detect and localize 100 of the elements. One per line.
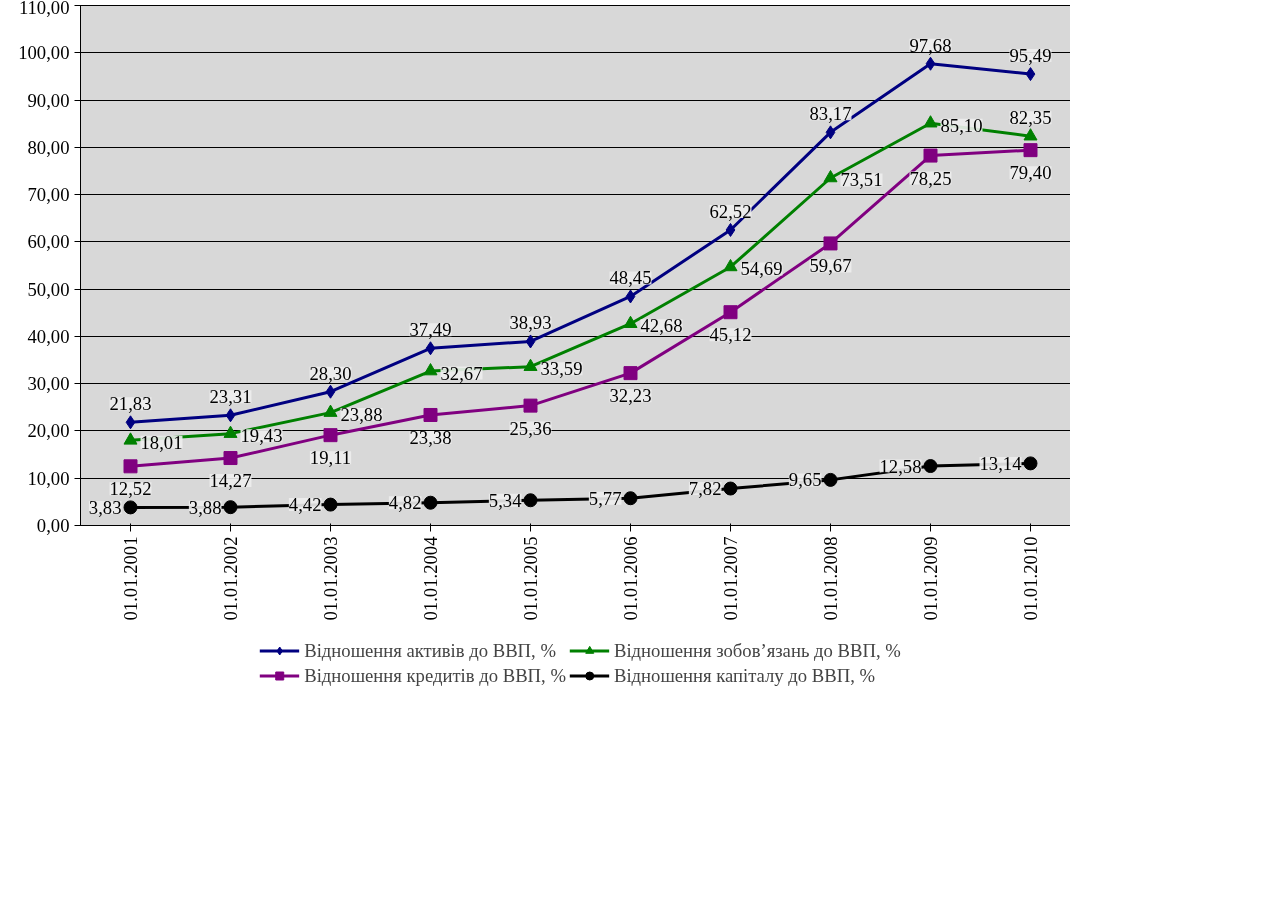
point xyxy=(423,495,438,510)
data-label: 23,31 xyxy=(209,386,252,408)
y-tick-label: 60,00 xyxy=(27,231,70,253)
data-label: 9,65 xyxy=(788,469,822,491)
data-label: 85,10 xyxy=(940,114,983,136)
point xyxy=(123,459,138,474)
y-tick-label: 90,00 xyxy=(27,89,70,111)
point xyxy=(1023,128,1038,141)
point xyxy=(923,115,938,128)
point xyxy=(923,459,938,474)
data-label: 19,11 xyxy=(309,447,352,469)
y-tick-label: 10,00 xyxy=(27,467,70,489)
x-tick-label: 01.01.2006 xyxy=(620,536,641,621)
y-tick-label: 40,00 xyxy=(27,325,70,347)
point xyxy=(823,236,838,251)
data-label: 38,93 xyxy=(509,312,552,334)
data-label: 4,82 xyxy=(388,492,422,514)
x-tick-label: 01.01.2003 xyxy=(320,536,341,621)
point xyxy=(1023,143,1038,158)
data-label: 73,51 xyxy=(840,169,883,191)
data-label: 32,23 xyxy=(609,385,652,407)
data-label: 18,01 xyxy=(140,431,183,453)
data-label: 3,88 xyxy=(188,496,222,518)
data-label: 5,77 xyxy=(588,487,622,509)
data-label: 62,52 xyxy=(709,200,752,222)
point xyxy=(223,425,238,438)
y-tick-label: 20,00 xyxy=(27,420,70,442)
x-tick-label: 01.01.2002 xyxy=(220,536,241,621)
point xyxy=(825,125,836,140)
y-tick-label: 30,00 xyxy=(27,373,70,395)
point xyxy=(225,408,236,423)
data-label: 13,14 xyxy=(979,452,1023,474)
data-label: 37,49 xyxy=(409,319,452,341)
data-label: 79,40 xyxy=(1009,162,1052,184)
data-label: 25,36 xyxy=(509,417,552,439)
x-tick-label: 01.01.2007 xyxy=(720,536,741,621)
point xyxy=(425,341,436,356)
x-tick-label: 01.01.2005 xyxy=(520,536,541,621)
data-label: 4,42 xyxy=(288,494,322,516)
y-tick-label: 80,00 xyxy=(27,136,70,158)
data-label: 82,35 xyxy=(1009,107,1052,129)
data-label: 78,25 xyxy=(909,167,952,189)
data-label: 83,17 xyxy=(809,103,852,125)
x-tick-label: 01.01.2004 xyxy=(420,535,441,621)
point xyxy=(223,500,238,515)
data-label: 32,67 xyxy=(440,362,483,384)
point xyxy=(323,497,338,512)
point xyxy=(523,358,538,371)
y-tick-label: 110,00 xyxy=(18,0,70,18)
point xyxy=(323,428,338,443)
data-label: 95,49 xyxy=(1009,45,1052,67)
point xyxy=(623,366,638,381)
legend-label: Відношення кредитів до ВВП, % xyxy=(304,664,566,687)
data-label: 5,34 xyxy=(488,489,523,511)
x-tick-label: 01.01.2009 xyxy=(920,536,941,621)
point xyxy=(525,334,536,349)
data-label: 59,67 xyxy=(809,255,852,277)
point xyxy=(323,404,338,417)
point xyxy=(823,169,838,183)
point xyxy=(123,500,138,515)
point xyxy=(125,415,136,430)
point xyxy=(623,491,638,506)
data-label: 48,45 xyxy=(609,267,652,289)
y-tick-label: 100,00 xyxy=(18,42,70,64)
legend-label: Відношення зобов’язань до ВВП, % xyxy=(613,639,901,662)
data-label: 97,68 xyxy=(909,34,952,56)
point xyxy=(523,493,538,508)
point xyxy=(723,258,738,272)
legend-label: Відношення капіталу до ВВП, % xyxy=(613,664,876,687)
data-label: 42,68 xyxy=(640,315,683,337)
point xyxy=(823,472,838,487)
point xyxy=(725,222,736,237)
x-tick-label: 01.01.2008 xyxy=(820,536,841,621)
data-label: 12,58 xyxy=(879,455,922,477)
point xyxy=(1023,456,1038,471)
point xyxy=(423,363,438,376)
x-tick-label: 01.01.2010 xyxy=(1020,536,1041,621)
legend-label: Відношення активів до ВВП, % xyxy=(304,639,556,662)
y-tick-label: 0,00 xyxy=(36,515,70,536)
data-label: 21,83 xyxy=(109,393,152,415)
point xyxy=(123,432,138,445)
point xyxy=(923,148,938,163)
data-label: 14,27 xyxy=(209,470,252,492)
y-tick-label: 70,00 xyxy=(27,184,70,206)
data-label: 23,38 xyxy=(409,426,452,448)
point xyxy=(625,289,636,304)
point xyxy=(723,305,738,320)
data-label: 54,69 xyxy=(740,258,783,280)
data-label: 28,30 xyxy=(309,362,352,384)
point xyxy=(423,407,438,422)
data-label: 45,12 xyxy=(709,324,752,346)
point xyxy=(1025,67,1036,82)
point xyxy=(523,398,538,413)
x-tick-label: 01.01.2001 xyxy=(120,536,141,621)
data-label: 19,43 xyxy=(240,425,283,447)
point xyxy=(723,481,738,496)
point xyxy=(223,451,238,466)
data-label: 7,82 xyxy=(688,478,722,500)
y-tick-label: 50,00 xyxy=(27,278,70,300)
data-label: 33,59 xyxy=(540,358,583,380)
